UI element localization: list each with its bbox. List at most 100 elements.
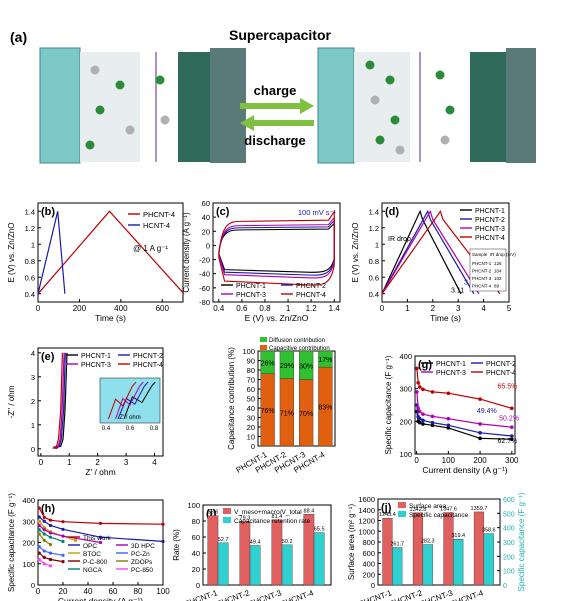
x-tick-label: 0 [39, 458, 44, 467]
inset-table [469, 248, 507, 292]
data-point [510, 437, 514, 442]
y-tick-label: 10 [247, 433, 255, 442]
cv-curve [218, 209, 335, 286]
legend-entry: BTOC [83, 551, 101, 558]
panel-label: (d) [385, 206, 399, 218]
y-tick-label: 1.4 [369, 207, 379, 216]
data-point [417, 409, 422, 414]
x-tick-label: 0.6 [236, 304, 248, 313]
bar-value: 319.4 [451, 533, 465, 539]
category-label: PHCNT-3 [419, 588, 455, 601]
legend-swatch [223, 508, 231, 514]
bar [473, 511, 485, 586]
data-point [37, 519, 41, 523]
y-tick-label: 70 [247, 376, 255, 385]
bar-label: 76% [261, 408, 275, 415]
x-axis-label: E (V) vs. Zn/ZnO [245, 313, 309, 323]
legend-entry: This work [83, 535, 112, 542]
y-tick-label: 80 [192, 517, 200, 526]
data-point [510, 434, 514, 438]
y-tick-label: 4 [31, 349, 35, 358]
bar [412, 512, 424, 586]
inset-tick-label: 0.4 [102, 426, 111, 432]
legend-swatch [260, 337, 267, 342]
category-label: PHCNT-1 [183, 588, 219, 601]
ion-particle [155, 75, 165, 85]
ion-particle [445, 105, 455, 115]
gcd-curve [381, 209, 480, 295]
table-cell: PHCNT-2 [472, 269, 492, 274]
y-tick-label: 0.4 [369, 290, 379, 299]
y2-tick-label: 300 [503, 540, 515, 547]
plot-frame [414, 355, 516, 455]
legend-entry: PHCNT-4 [475, 235, 505, 242]
data-point [37, 557, 41, 562]
y-tick-label: 100 [399, 450, 412, 459]
x-tick-label: 2 [431, 304, 436, 313]
plot-frame [37, 347, 164, 457]
panel-label: (b) [41, 206, 55, 218]
y-tick-label: 40 [202, 213, 210, 222]
panel-d: (d) 0 1 2 3 4 5 0.4 0.6 0.8 1 1.2 1.4 Time (s) E (V) v… [351, 202, 516, 323]
y-tick-label: 0.6 [25, 273, 35, 282]
annotation: 3.11 [451, 288, 464, 295]
gcd-curve [381, 209, 475, 295]
bar [217, 542, 229, 586]
legend-entry: ZDOPs [131, 559, 153, 566]
data-point [510, 406, 514, 411]
bar [239, 521, 251, 586]
bar-diffusion [298, 350, 314, 380]
legend-swatch [260, 345, 267, 350]
y-tick-label: 100 [22, 560, 35, 569]
legend-entry: PHCNT-3 [236, 292, 266, 299]
category-label: PHCNT-3 [247, 588, 283, 601]
panel-c: (c) 0.4 0.6 0.8 1 1.2 1.4 -80 -60 -40 -20 0 20 40 60 E … [182, 199, 341, 323]
data-point [416, 380, 420, 385]
legend-entry: OPC [83, 543, 97, 550]
data-point [416, 406, 420, 411]
data-point [48, 543, 53, 547]
bar-value: 81.4 [272, 514, 283, 520]
gcd-curve [37, 211, 66, 294]
data-point [417, 416, 422, 421]
legend-entry: PHCNT-3 [81, 362, 111, 369]
rate-curve [416, 404, 512, 437]
plot-frame [37, 202, 184, 303]
y-tick-label: 90 [247, 357, 255, 366]
panel-label: (c) [216, 206, 230, 218]
panel-j: (j)02004006008001000120014001600Surface … [347, 492, 526, 601]
ion-particle [85, 140, 95, 150]
annotation: 50.2% [499, 416, 519, 423]
data-point [73, 538, 78, 542]
legend-entry: PHCNT-3 [475, 226, 505, 233]
y-tick-label: 1.2 [369, 224, 379, 233]
data-point [48, 535, 53, 539]
bar [443, 512, 454, 586]
panel-label: (e) [41, 351, 55, 363]
charge-arrow [240, 98, 314, 114]
legend-entry: Capacitance retention rate [234, 518, 311, 525]
ion-particle [440, 135, 450, 145]
panel-label: (h) [41, 503, 55, 515]
data-point [48, 523, 53, 528]
data-point [48, 518, 53, 522]
x-axis-label: Current density (A g⁻¹) [422, 465, 507, 475]
y2-tick-label: 500 [503, 511, 515, 518]
data-point [421, 412, 425, 416]
y-tick-label: 200 [399, 417, 412, 426]
ion-particles [85, 60, 455, 155]
y-tick-label: 1200 [358, 517, 375, 526]
x-tick-label: 300 [505, 456, 519, 465]
y-axis-label: Surface area (m² g⁻¹) [347, 504, 356, 581]
x-tick-label: 100 [442, 456, 456, 465]
bar-value: 49.4 [250, 539, 261, 545]
y-tick-label: 200 [362, 570, 375, 579]
bar-value: 65.5 [314, 527, 325, 533]
data-point [510, 425, 514, 430]
y-tick-label: 1600 [358, 495, 375, 504]
data-point [446, 426, 451, 430]
data-point [42, 538, 46, 542]
y-tick-label: 40 [192, 549, 200, 558]
